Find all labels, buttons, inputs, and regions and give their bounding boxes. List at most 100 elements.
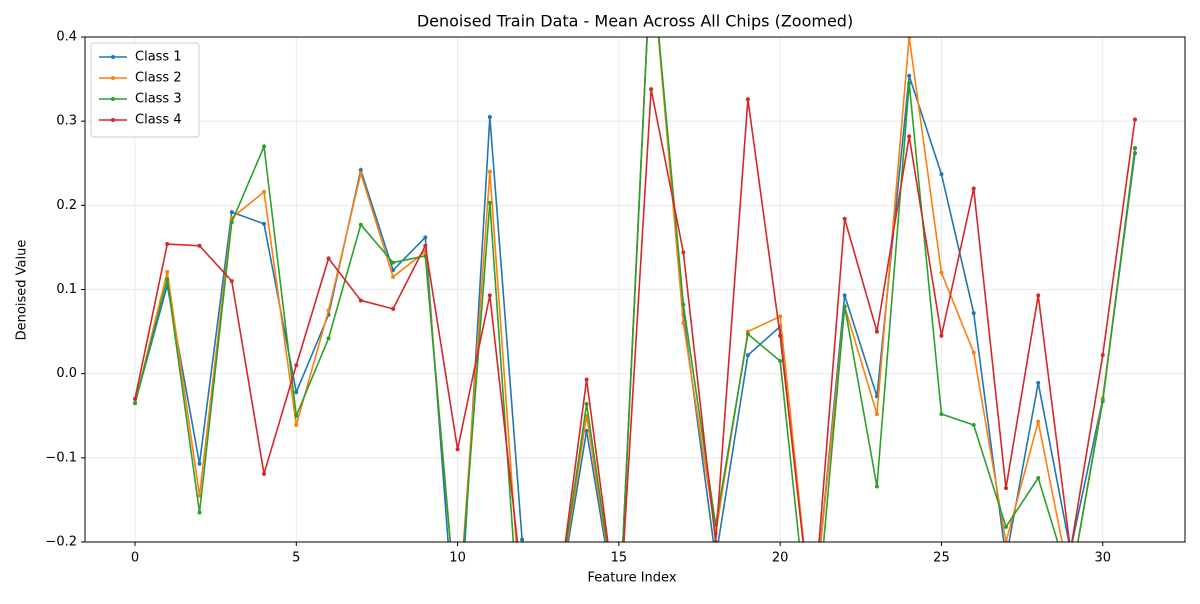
data-point [391,306,396,311]
data-point [1133,117,1137,122]
data-point [1036,419,1041,424]
data-point [326,256,331,261]
data-point [262,189,267,194]
data-point [1036,380,1041,385]
data-point [133,396,137,401]
data-point [971,350,976,355]
ticks: 0 5 10 15 20 25 30 −0.2 −0.1 0.0 0.1 0.2 0.3 0.4 [45,30,1111,566]
data-point [294,413,299,418]
data-point [971,311,976,316]
y-tick-label: 0.1 [56,282,77,297]
legend-label: Class 3 [135,92,182,107]
data-point [939,270,944,275]
data-point [358,298,363,303]
data-point [229,279,234,284]
data-point [423,235,428,240]
data-point [294,390,299,395]
data-point [874,484,879,489]
legend-label: Class 1 [135,50,182,65]
y-tick-label: 0.0 [56,366,77,381]
data-point [1036,293,1041,298]
data-point [262,471,267,476]
legend-marker [111,118,115,122]
x-tick-label: 20 [772,551,789,566]
plot-area [133,37,1137,542]
data-point [939,333,944,338]
data-point [165,242,170,247]
data-point [584,401,589,406]
data-point [294,363,299,368]
data-point [487,200,492,205]
x-tick-label: 5 [292,551,300,566]
data-point [229,220,234,225]
x-tick-label: 15 [611,551,628,566]
data-point [423,243,428,248]
series-line [134,89,1136,542]
y-tick-label: 0.4 [56,30,77,45]
y-tick-label: −0.2 [45,535,77,550]
data-point [326,308,331,313]
legend-label: Class 4 [135,113,182,128]
data-point [1003,524,1008,529]
x-axis-label: Feature Index [587,571,676,586]
data-point [262,144,267,149]
chart-title: Denoised Train Data - Mean Across All Ch… [417,12,853,31]
data-point [358,171,363,176]
legend-box [90,42,200,138]
data-point [971,186,976,191]
data-point [391,274,396,279]
data-point [778,333,783,338]
data-point [842,216,847,221]
data-point [197,243,202,248]
legend-label: Class 2 [135,71,182,86]
data-point [455,447,460,452]
data-point [745,97,750,102]
data-point [294,423,299,428]
data-point [907,81,912,86]
data-point [584,428,589,433]
data-point [1100,353,1105,358]
y-axis-label: Denoised Value [15,240,30,341]
x-tick-label: 0 [131,551,139,566]
data-point [745,332,750,337]
data-point [681,321,686,326]
x-tick-label: 25 [933,551,950,566]
y-tick-label: 0.2 [56,198,77,213]
data-point [778,359,783,364]
data-point [649,87,654,92]
series-line [134,37,1136,542]
data-point [681,250,686,255]
data-point [1100,399,1105,404]
data-point [939,172,944,177]
data-point [487,293,492,298]
data-point [1133,146,1137,151]
x-tick-label: 10 [449,551,466,566]
data-point [681,302,686,307]
x-tick-label: 30 [1094,551,1111,566]
y-tick-label: 0.3 [56,114,77,129]
data-point [939,412,944,417]
data-point [358,167,363,172]
data-point [745,353,750,358]
legend: Class 1 Class 2 Class 3 Class 4 [90,42,200,138]
data-point [197,510,202,515]
data-point [907,134,912,139]
data-point [1003,486,1008,491]
data-point [971,423,976,428]
data-point [326,336,331,341]
data-point [165,277,170,282]
data-point [197,461,202,466]
data-point [391,260,396,265]
data-point [487,169,492,174]
data-point [1036,476,1041,481]
data-point [874,412,879,417]
legend-marker [111,76,115,80]
data-point [584,377,589,382]
data-point [842,293,847,298]
data-point [262,221,267,226]
data-point [520,537,525,542]
data-point [165,269,170,274]
data-point [358,222,363,227]
